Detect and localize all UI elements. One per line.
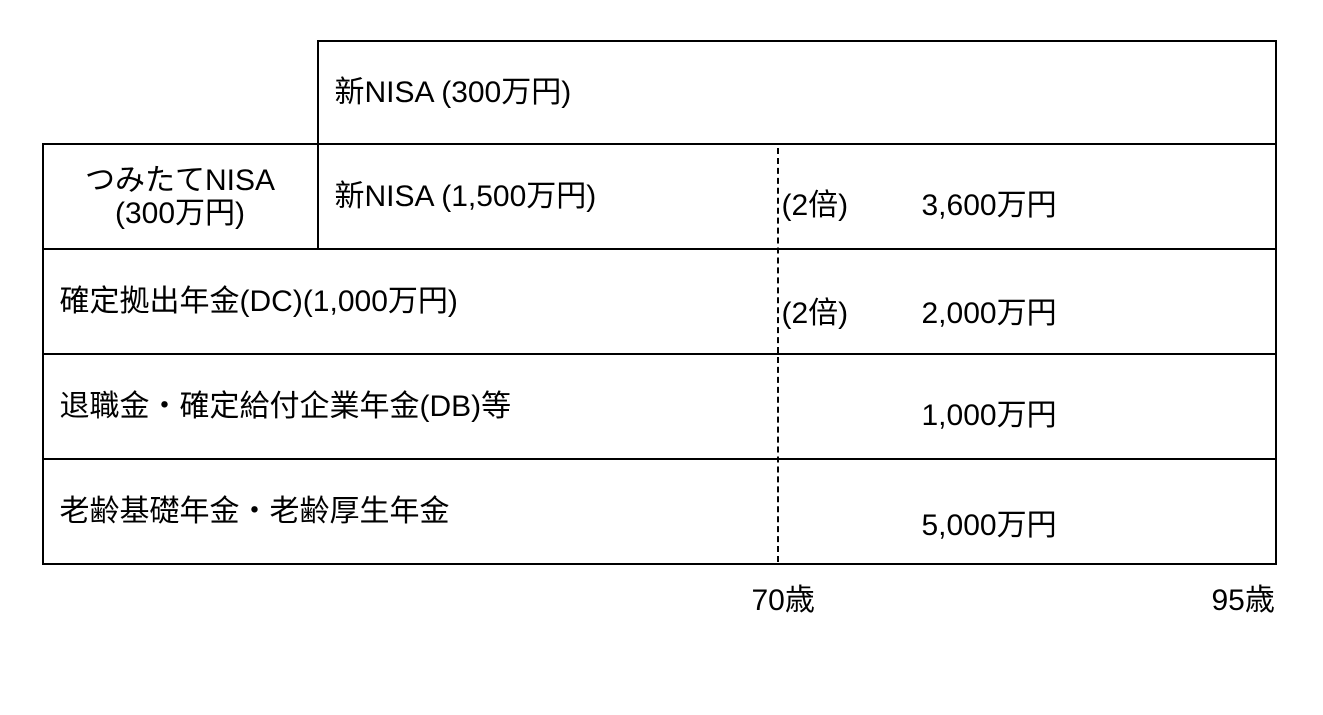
- multiplier-row2: (2倍): [782, 180, 849, 224]
- tsumitate-line1: つみたてNISA: [85, 164, 275, 197]
- tsumitate-line2: (300万円): [115, 197, 245, 230]
- nisa-mid-label: 新NISA (1,500万円): [335, 179, 597, 215]
- box-db: 退職金・確定給付企業年金(DB)等: [42, 353, 1277, 460]
- pension-label: 老齢基礎年金・老齢厚生年金: [60, 494, 450, 530]
- asset-plan-diagram: 新NISA (300万円) つみたてNISA (300万円) 新NISA (1,…: [42, 40, 1282, 670]
- box-pension: 老齢基礎年金・老齢厚生年金: [42, 458, 1277, 565]
- box-nisa-top: 新NISA (300万円): [317, 40, 1277, 145]
- nisa-top-label: 新NISA (300万円): [335, 75, 572, 111]
- amount-row3: 2,000万円: [922, 288, 1057, 332]
- dc-label: 確定拠出年金(DC)(1,000万円): [60, 284, 458, 320]
- amount-row2: 3,600万円: [922, 180, 1057, 224]
- multiplier-row3: (2倍): [782, 288, 849, 332]
- amount-row4: 1,000万円: [922, 390, 1057, 434]
- age-70: 70歳: [752, 575, 815, 619]
- dashed-divider: [777, 148, 779, 562]
- box-tsumitate: つみたてNISA (300万円): [42, 143, 319, 250]
- age-95: 95歳: [1212, 575, 1275, 619]
- db-label: 退職金・確定給付企業年金(DB)等: [60, 389, 512, 425]
- amount-row5: 5,000万円: [922, 500, 1057, 544]
- box-dc: 確定拠出年金(DC)(1,000万円): [42, 248, 1277, 355]
